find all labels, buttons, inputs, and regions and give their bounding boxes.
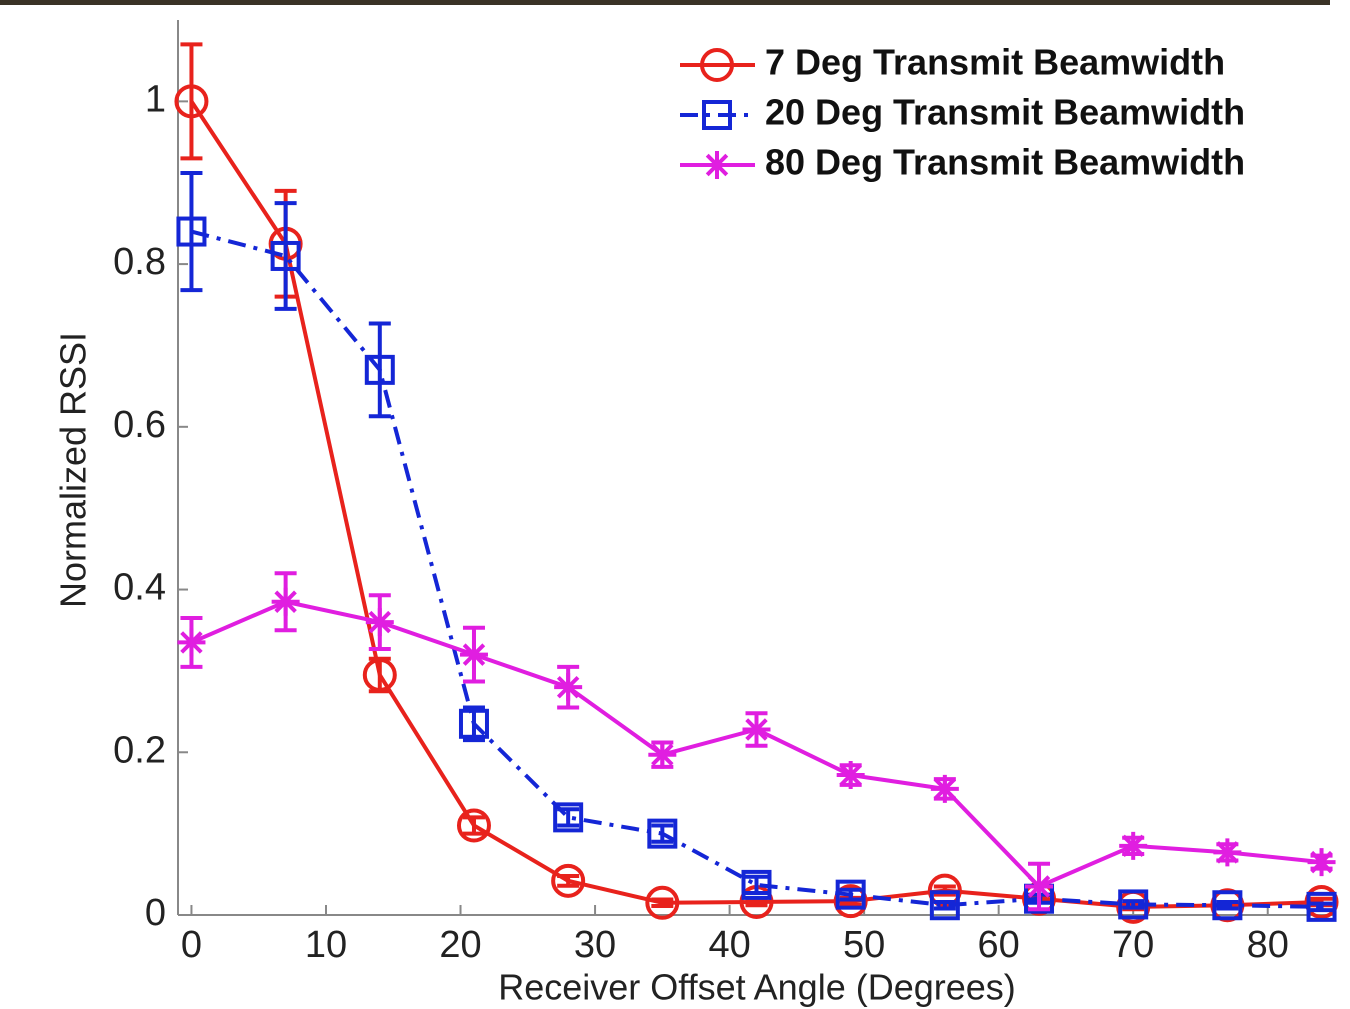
x-tick-label: 70 xyxy=(1112,924,1154,966)
series-line xyxy=(191,232,1321,907)
legend-marker xyxy=(703,151,731,179)
marker xyxy=(837,761,865,789)
y-tick-label: 0 xyxy=(145,892,166,934)
x-tick-label: 20 xyxy=(439,924,481,966)
y-tick-label: 0.4 xyxy=(113,567,166,609)
marker xyxy=(743,715,771,743)
legend-label: 7 Deg Transmit Beamwidth xyxy=(765,42,1225,83)
y-tick-label: 0.6 xyxy=(113,404,166,446)
y-axis-label: Normalized RSSI xyxy=(53,332,94,608)
x-tick-label: 80 xyxy=(1247,924,1289,966)
y-tick-label: 1 xyxy=(145,78,166,120)
marker xyxy=(554,673,582,701)
marker xyxy=(648,741,676,769)
y-tick-label: 0.8 xyxy=(113,241,166,283)
marker xyxy=(177,628,205,656)
x-tick-label: 40 xyxy=(708,924,750,966)
legend-label: 80 Deg Transmit Beamwidth xyxy=(765,142,1245,183)
x-tick-label: 60 xyxy=(978,924,1020,966)
x-tick-label: 0 xyxy=(181,924,202,966)
series-line xyxy=(191,101,1321,907)
top-strip xyxy=(0,0,1330,5)
legend-label: 20 Deg Transmit Beamwidth xyxy=(765,92,1245,133)
marker xyxy=(366,608,394,636)
x-tick-label: 50 xyxy=(843,924,885,966)
marker xyxy=(272,588,300,616)
x-tick-label: 10 xyxy=(305,924,347,966)
y-tick-label: 0.2 xyxy=(113,729,166,771)
marker xyxy=(931,775,959,803)
x-tick-label: 30 xyxy=(574,924,616,966)
marker xyxy=(460,641,488,669)
chart: Receiver Offset Angle (Degrees) Normaliz… xyxy=(0,0,1350,1009)
x-axis-label: Receiver Offset Angle (Degrees) xyxy=(498,967,1016,1008)
marker xyxy=(1308,848,1336,876)
